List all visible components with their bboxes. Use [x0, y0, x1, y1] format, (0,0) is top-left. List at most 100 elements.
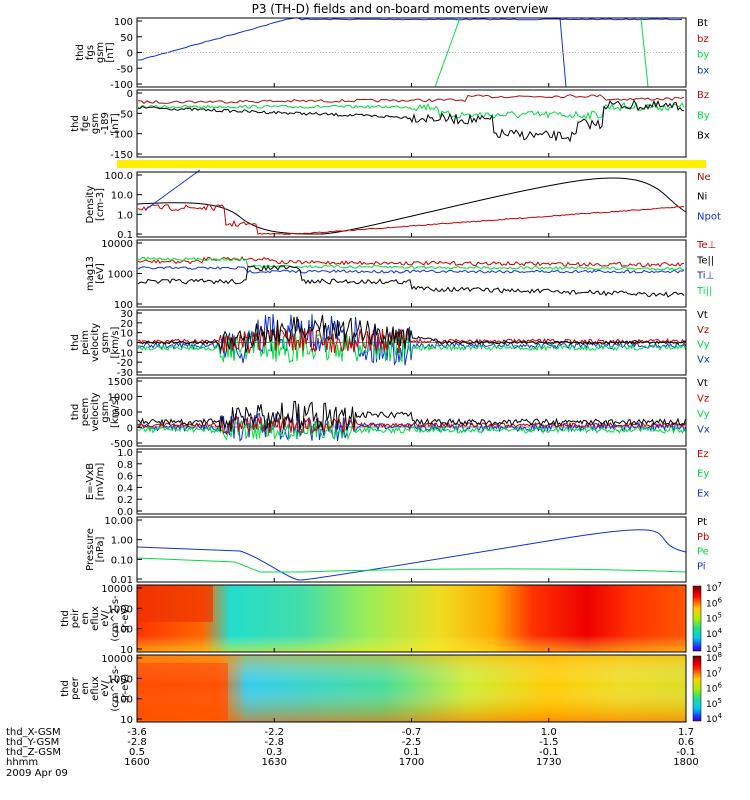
- x-row-value: 1600: [124, 757, 149, 768]
- x-row-label: thd_Z-GSM: [6, 747, 61, 758]
- legend-vt: Vt: [697, 378, 708, 389]
- panel-frame: [136, 17, 687, 88]
- panel-3: 100.0 10.0 1.0 0.1 Density [cm-3] Ne Ni Npot: [85, 169, 721, 241]
- legend-bx: Bx: [697, 131, 710, 142]
- y-tick-label: 0.8: [117, 460, 133, 471]
- spectrogram-electron-shade: [137, 655, 686, 722]
- legend-ez: Ez: [697, 449, 709, 460]
- y-tick-label: 50: [120, 33, 133, 44]
- y-axis-label: thd: [60, 610, 71, 627]
- y-tick-label: 1000: [108, 604, 133, 615]
- y-tick-label: 100: [114, 625, 133, 636]
- x-row-value: 1.0: [541, 727, 557, 738]
- trace-vt: [137, 314, 686, 353]
- date-label: 2009 Apr 09: [6, 768, 68, 779]
- x-row-value: -2.2: [264, 727, 284, 738]
- y-tick-label: -150: [110, 150, 133, 161]
- y-tick-label: 100.0: [104, 171, 133, 182]
- y-axis-label: [cm-3]: [95, 188, 106, 221]
- legend-vy: Vy: [697, 340, 710, 351]
- colorbar-ion: [692, 585, 702, 652]
- y-axis-label: -189: [100, 112, 111, 135]
- panel-8: 10.00 1.00 0.10 0.01 Pressure [nPa] Pt Pb Pe Pi: [85, 516, 709, 586]
- y-axis-label: [nT]: [105, 42, 116, 62]
- y-axis-label: fge: [80, 115, 91, 131]
- trace-by: [434, 17, 461, 88]
- panel-9: 10000 1000 100 10 thd peir en eflux eV/(cm^2-s-s…: [60, 581, 722, 656]
- y-axis-label: [mV/m]: [95, 463, 106, 501]
- spectrogram-electron-band: [138, 663, 228, 720]
- colorbar-label: 104: [706, 712, 722, 725]
- legend-pe: Pe: [697, 547, 709, 558]
- x-row-value: -0.1: [676, 747, 696, 758]
- y-tick-label: 10: [120, 329, 133, 340]
- colorbar-label: 104: [706, 627, 722, 640]
- y-tick-label: -500: [110, 439, 133, 450]
- y-tick-label: 0.4: [117, 483, 133, 494]
- y-axis-label: gsm: [100, 332, 111, 353]
- y-axis-label: Density: [85, 185, 96, 223]
- legend-bz: bz: [697, 34, 709, 45]
- y-axis-label: gsm: [95, 42, 106, 63]
- x-row-value: -0.1: [539, 747, 559, 758]
- x-row-value: -3.6: [127, 727, 147, 738]
- legend-bt: Bt: [697, 18, 708, 29]
- y-tick-label: 10000: [101, 654, 133, 665]
- y-axis-label: sr-eV): [120, 674, 131, 703]
- colorbar-label: 107: [706, 666, 722, 679]
- y-tick-label: 10000: [101, 239, 133, 250]
- colorbar-electron: [692, 655, 702, 722]
- y-axis-label: [nPa]: [95, 536, 106, 562]
- y-tick-label: 0.6: [117, 472, 133, 483]
- y-tick-label: -100: [110, 80, 133, 91]
- trace-vy: [137, 419, 686, 441]
- y-axis-label: eV/: [100, 610, 111, 627]
- legend-ni: Ni: [697, 192, 707, 203]
- y-axis-label: velocity: [90, 323, 101, 362]
- x-row-value: 0.5: [129, 747, 145, 758]
- y-axis-label: (cm^2-s-: [110, 595, 121, 642]
- y-tick-label: -20: [117, 358, 133, 369]
- y-tick-label: 1.0: [117, 448, 133, 459]
- y-axis-label: eflux: [90, 606, 101, 631]
- y-tick-label: 500: [114, 408, 133, 419]
- legend-te||: Te||: [696, 255, 714, 266]
- legend-te⊥: Te⊥: [696, 240, 716, 251]
- legend-vy: Vy: [697, 409, 710, 420]
- y-axis-label: gsm: [90, 113, 101, 134]
- y-axis-label: thd: [70, 115, 81, 132]
- y-tick-label: 10.0: [111, 191, 133, 202]
- panel-frame: [136, 516, 687, 583]
- y-axis-label: [eV]: [95, 263, 106, 284]
- y-tick-label: 20: [120, 319, 133, 330]
- y-tick-label: 0.01: [111, 575, 133, 586]
- trace-ti-perp: [137, 266, 685, 274]
- x-row-value: 1630: [262, 757, 287, 768]
- y-axis-label: fgs: [85, 45, 96, 60]
- spectrogram-ion-shade: [137, 585, 686, 652]
- yellow-bar: [117, 160, 706, 168]
- y-tick-label: 1.00: [111, 536, 133, 547]
- x-row-value: -0.7: [402, 727, 422, 738]
- y-axis-label: (cm^2-s-: [110, 665, 121, 712]
- y-axis-label: thd: [70, 404, 81, 421]
- y-axis-label: eflux: [90, 676, 101, 701]
- y-tick-label: -10: [117, 348, 133, 359]
- y-axis-label: eV/: [100, 680, 111, 697]
- y-tick-label: -50: [117, 64, 133, 75]
- legend-vz: Vz: [697, 394, 709, 405]
- y-tick-label: 10: [120, 715, 133, 726]
- legend-ey: Ey: [697, 469, 709, 480]
- x-row-value: 1730: [536, 757, 561, 768]
- y-tick-label: 10.00: [104, 516, 133, 527]
- spectrogram-ion-band: [138, 585, 213, 622]
- x-row-value: 0.3: [266, 747, 282, 758]
- legend-pi: Pi: [697, 561, 706, 572]
- y-tick-label: 30: [120, 309, 133, 320]
- legend-by: by: [697, 50, 709, 61]
- y-axis-label: [km/s]: [110, 396, 121, 428]
- trace-vx: [137, 314, 686, 366]
- x-row-value: 0.6: [678, 737, 694, 748]
